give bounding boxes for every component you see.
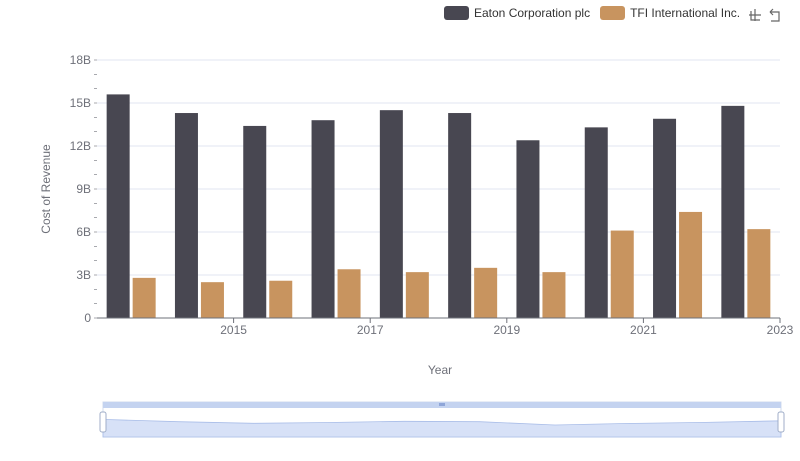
zoom-icon[interactable] bbox=[746, 6, 764, 24]
legend-item-eaton[interactable]: Eaton Corporation plc bbox=[444, 6, 590, 20]
bar-eaton-2016 bbox=[243, 125, 267, 318]
legend: Eaton Corporation plc TFI International … bbox=[444, 4, 750, 22]
bar-eaton-2017 bbox=[311, 120, 335, 318]
bar-tfi-2016 bbox=[269, 280, 293, 318]
x-tick-label: 2015 bbox=[220, 323, 247, 337]
x-tick-label: 2019 bbox=[493, 323, 520, 337]
bar-tfi-2014 bbox=[132, 277, 156, 318]
bar-tfi-2015 bbox=[200, 282, 224, 318]
slider-handle-right bbox=[777, 411, 785, 433]
bar-eaton-2020 bbox=[516, 140, 540, 318]
bar-tfi-2023 bbox=[747, 229, 771, 318]
y-axis-ticks: 0 3B 6B 9B 12B 15B 18B bbox=[70, 53, 97, 325]
bar-tfi-2017 bbox=[337, 269, 361, 318]
y-tick-label: 9B bbox=[76, 182, 91, 196]
x-tick-label: 2023 bbox=[767, 323, 794, 337]
y-axis-label: Cost of Revenue bbox=[39, 144, 53, 234]
legend-swatch-tfi bbox=[600, 6, 626, 20]
x-tick-label: 2017 bbox=[357, 323, 384, 337]
legend-item-tfi[interactable]: TFI International Inc. bbox=[600, 6, 740, 20]
x-axis-label: Year bbox=[428, 363, 452, 377]
toolbox bbox=[746, 6, 786, 24]
restore-icon[interactable] bbox=[766, 6, 784, 24]
bar-eaton-2022 bbox=[653, 118, 677, 319]
bar-tfi-2019 bbox=[474, 267, 498, 318]
bar-eaton-2019 bbox=[448, 113, 472, 319]
bar-tfi-2020 bbox=[542, 272, 566, 318]
data-zoom-slider[interactable] bbox=[99, 401, 785, 438]
y-tick-label: 18B bbox=[70, 53, 91, 67]
y-tick-label: 0 bbox=[84, 311, 91, 325]
bar-eaton-2014 bbox=[106, 94, 130, 319]
bar-eaton-2023 bbox=[721, 105, 745, 318]
x-tick-label: 2021 bbox=[630, 323, 657, 337]
y-tick-label: 3B bbox=[76, 268, 91, 282]
bar-eaton-2018 bbox=[379, 110, 403, 319]
bars bbox=[106, 94, 771, 319]
y-tick-label: 6B bbox=[76, 225, 91, 239]
legend-swatch-eaton bbox=[444, 6, 469, 20]
bar-tfi-2021 bbox=[610, 230, 634, 318]
grid-lines bbox=[97, 59, 780, 276]
bar-tfi-2022 bbox=[679, 211, 703, 318]
slider-drag-grip bbox=[439, 403, 445, 406]
bar-eaton-2021 bbox=[584, 127, 608, 318]
legend-label-tfi: TFI International Inc. bbox=[630, 6, 741, 20]
y-tick-label: 12B bbox=[70, 139, 91, 153]
legend-label-eaton: Eaton Corporation plc bbox=[474, 6, 591, 20]
x-axis-ticks: 2015 2017 2019 2021 2023 bbox=[220, 318, 794, 337]
slider-preview-area bbox=[102, 418, 782, 438]
bar-eaton-2015 bbox=[174, 113, 198, 319]
bar-tfi-2018 bbox=[405, 272, 429, 318]
slider-handle-left bbox=[99, 411, 107, 433]
y-tick-label: 15B bbox=[70, 96, 91, 110]
